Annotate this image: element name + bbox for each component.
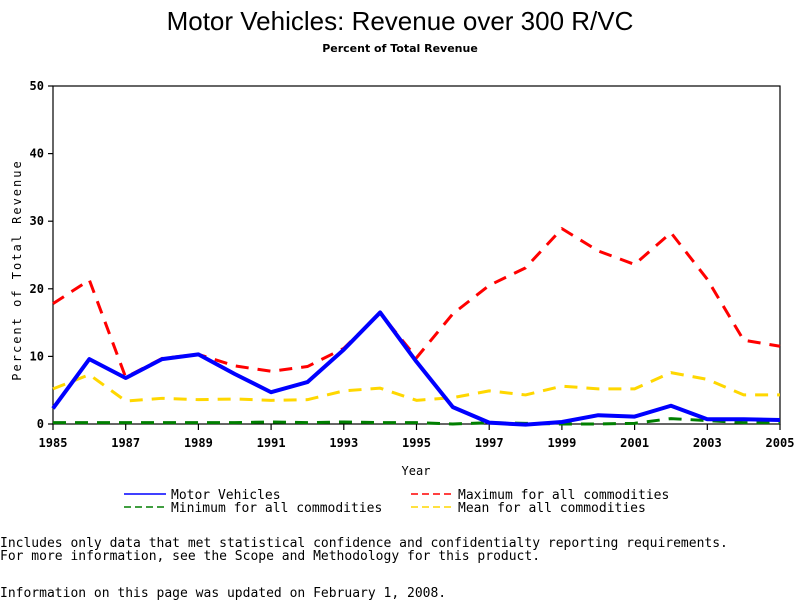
legend-label-mean-for-all-commodities: Mean for all commodities	[458, 501, 646, 516]
series-line-minimum-for-all-commodities	[53, 417, 780, 426]
x-tick-label: 2003	[693, 436, 722, 450]
legend-label-motor-vehicles: Motor Vehicles	[171, 488, 281, 503]
y-tick-label: 10	[30, 349, 44, 363]
legend-label-maximum-for-all-commodities: Maximum for all commodities	[458, 488, 669, 503]
x-tick-label: 1999	[547, 436, 576, 450]
x-axis-title: Year	[402, 464, 431, 478]
chart-subtitle: Percent of Total Revenue	[322, 42, 478, 55]
axes: 0 10 20 30 40 50 1985 1987 1989 1991 1993 1995 1997 1…	[30, 79, 795, 450]
y-tick-label: 20	[30, 282, 44, 296]
series-layer	[51, 227, 781, 427]
series-line-mean-for-all-commodities	[52, 371, 780, 403]
x-tick-label: 1993	[329, 436, 358, 450]
x-tick-label: 1989	[184, 436, 213, 450]
y-tick-label: 30	[30, 214, 44, 228]
x-tick-label: 1997	[475, 436, 504, 450]
legend-label-minimum-for-all-commodities: Minimum for all commodities	[171, 501, 382, 516]
series-line-motor-vehicles	[51, 310, 781, 427]
y-axis-title: Percent of Total Revenue	[10, 159, 24, 380]
x-tick-label: 2005	[766, 436, 795, 450]
footnote-confidence: Includes only data that met statistical …	[0, 536, 728, 551]
x-tick-label: 2001	[620, 436, 649, 450]
x-tick-label: 1987	[111, 436, 140, 450]
x-tick-label: 1985	[39, 436, 68, 450]
series-line-maximum-for-all-commodities	[52, 227, 781, 379]
x-tick-label: 1995	[402, 436, 431, 450]
y-tick-label: 50	[30, 79, 44, 93]
footnote-methodology: For more information, see the Scope and …	[0, 549, 541, 564]
legend: Motor Vehicles Maximum for all commoditie…	[124, 488, 669, 516]
y-tick-label: 0	[37, 417, 44, 431]
x-tick-label: 1991	[257, 436, 286, 450]
footnote-updated: Information on this page was updated on …	[0, 586, 447, 601]
chart-title: Motor Vehicles: Revenue over 300 R/VC	[166, 6, 634, 36]
y-tick-label: 40	[30, 147, 44, 161]
